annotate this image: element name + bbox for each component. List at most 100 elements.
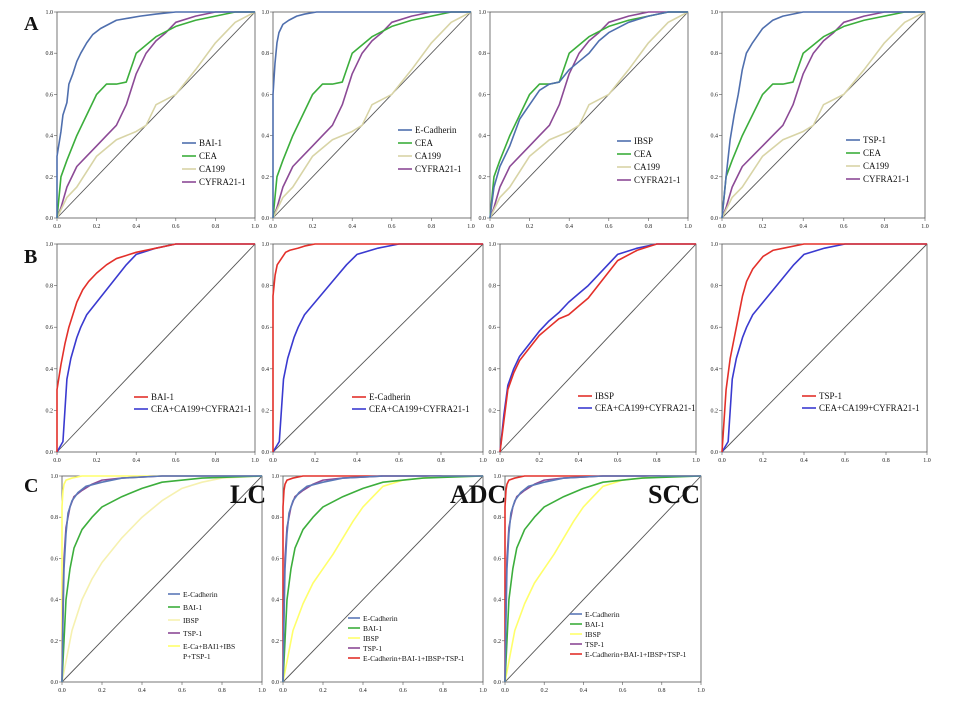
x-tick-label: 0.2	[98, 688, 106, 694]
legend-label: TSP-1	[363, 644, 382, 653]
x-tick-label: 1.0	[479, 458, 487, 464]
roc-curve-cea	[272, 11, 471, 219]
y-tick-label: 0.0	[262, 450, 270, 456]
y-tick-label: 0.6	[711, 92, 719, 98]
x-tick-label: 0.2	[311, 458, 319, 464]
x-tick-label: 0.2	[309, 224, 317, 230]
y-tick-label: 0.6	[489, 325, 497, 331]
roc-curve-ibsp	[61, 475, 263, 683]
y-tick-label: 0.8	[494, 515, 502, 521]
roc-curve-e-cadherin	[272, 243, 483, 452]
x-tick-label: 0.0	[501, 688, 509, 694]
legend-label: TSP-1	[819, 391, 842, 401]
panel-title-scc: SCC	[648, 480, 700, 509]
x-tick-label: 1.0	[251, 458, 259, 464]
reference-diagonal	[61, 475, 263, 683]
y-tick-label: 0.0	[711, 450, 719, 456]
x-tick-label: 0.8	[439, 688, 447, 694]
reference-diagonal	[489, 11, 689, 219]
legend-label: CYFRA21-1	[199, 177, 246, 187]
reference-diagonal	[721, 243, 928, 453]
x-tick-label: 0.4	[565, 224, 573, 230]
x-tick-label: 0.0	[269, 458, 277, 464]
y-tick-label: 0.4	[46, 134, 54, 140]
roc-panel-5: 0.0 0.0 0.2 0.2 0.4 0.4 0.6 0.6 0.8 0.8 1.0 1.0 BAI-…	[46, 242, 259, 464]
roc-curve-bai-1	[56, 11, 255, 218]
roc-curve-cea	[721, 11, 925, 219]
legend-label: E-Cadherin+BAI-1+IBSP+TSP-1	[585, 650, 687, 659]
y-tick-label: 0.6	[272, 556, 280, 562]
roc-curve-e-cadherin-bai-1-ibsp-tsp-1	[282, 475, 483, 682]
y-tick-label: 0.0	[494, 680, 502, 686]
legend-label: CEA+CA199+CYFRA21-1	[819, 403, 920, 413]
roc-panel-2: 0.0 0.0 0.2 0.2 0.4 0.4 0.6 0.6 0.8 0.8 1.0 1.0 E-Ca…	[262, 10, 475, 230]
y-tick-label: 0.8	[479, 51, 487, 57]
x-tick-label: 0.6	[178, 688, 186, 694]
reference-diagonal	[282, 475, 484, 683]
roc-panel-8: 0.0 0.0 0.2 0.2 0.4 0.4 0.6 0.6 0.8 0.8 1.0 1.0 TSP-…	[711, 242, 931, 464]
x-tick-label: 0.2	[319, 688, 327, 694]
x-tick-label: 0.0	[718, 224, 726, 230]
x-tick-label: 0.4	[138, 688, 146, 694]
y-tick-label: 0.2	[479, 175, 487, 181]
y-tick-label: 0.8	[262, 51, 270, 57]
y-tick-label: 1.0	[51, 474, 59, 480]
x-tick-label: 0.2	[93, 458, 101, 464]
legend-label: E-Cadherin	[183, 590, 218, 599]
legend-label: E-Cadherin	[415, 125, 457, 135]
y-tick-label: 0.0	[272, 680, 280, 686]
x-tick-label: 0.2	[759, 458, 767, 464]
x-tick-label: 0.6	[841, 458, 849, 464]
x-tick-label: 0.8	[882, 458, 890, 464]
x-tick-label: 0.4	[580, 688, 588, 694]
legend-label: P+TSP-1	[183, 652, 211, 661]
x-tick-label: 1.0	[692, 458, 700, 464]
roc-curve-cyfra21-1	[721, 11, 925, 219]
legend-label: BAI-1	[151, 392, 174, 402]
x-tick-label: 0.6	[395, 458, 403, 464]
y-tick-label: 0.6	[494, 556, 502, 562]
x-tick-label: 0.4	[800, 458, 808, 464]
y-tick-label: 0.2	[489, 408, 497, 414]
x-tick-label: 0.0	[279, 688, 287, 694]
y-tick-label: 1.0	[479, 10, 487, 16]
roc-curve-bai-1	[61, 475, 263, 683]
roc-curve-ibsp	[499, 243, 696, 453]
y-tick-label: 0.2	[711, 408, 719, 414]
roc-curve-cea	[56, 11, 255, 219]
legend-label: CYFRA21-1	[863, 174, 910, 184]
legend-label: CA199	[634, 162, 661, 172]
x-tick-label: 1.0	[467, 224, 475, 230]
x-tick-label: 0.2	[759, 224, 767, 230]
y-tick-label: 0.6	[711, 325, 719, 331]
x-tick-label: 0.0	[53, 458, 61, 464]
x-tick-label: 1.0	[684, 224, 692, 230]
legend-label: E-Cadherin	[363, 614, 398, 623]
roc-panel-4: 0.0 0.0 0.2 0.2 0.4 0.4 0.6 0.6 0.8 0.8 1.0 1.0 TSP-…	[711, 10, 929, 230]
y-tick-label: 0.2	[262, 408, 270, 414]
y-tick-label: 0.8	[489, 284, 497, 290]
panel-title-adc: ADC	[450, 480, 506, 509]
legend-label: BAI-1	[183, 603, 202, 612]
legend-label: E-Cadherin+BAI-1+IBSP+TSP-1	[363, 654, 465, 663]
y-tick-label: 1.0	[262, 10, 270, 16]
y-tick-label: 0.2	[51, 639, 59, 645]
y-tick-label: 0.0	[262, 216, 270, 222]
y-tick-label: 0.4	[46, 367, 54, 373]
roc-curve-e-cadherin	[504, 475, 701, 683]
reference-diagonal	[56, 243, 256, 453]
y-tick-label: 0.8	[46, 284, 54, 290]
y-tick-label: 0.8	[262, 284, 270, 290]
legend-label: CEA+CA199+CYFRA21-1	[595, 403, 696, 413]
roc-curve-ca199	[56, 11, 256, 219]
y-tick-label: 0.0	[46, 450, 54, 456]
x-tick-label: 1.0	[923, 458, 931, 464]
y-tick-label: 0.4	[711, 134, 719, 140]
roc-curve-bai-1	[282, 475, 484, 683]
y-tick-label: 0.8	[46, 51, 54, 57]
x-tick-label: 1.0	[251, 224, 259, 230]
x-tick-label: 0.6	[399, 688, 407, 694]
legend-label: CEA	[199, 151, 218, 161]
y-tick-label: 0.8	[711, 51, 719, 57]
